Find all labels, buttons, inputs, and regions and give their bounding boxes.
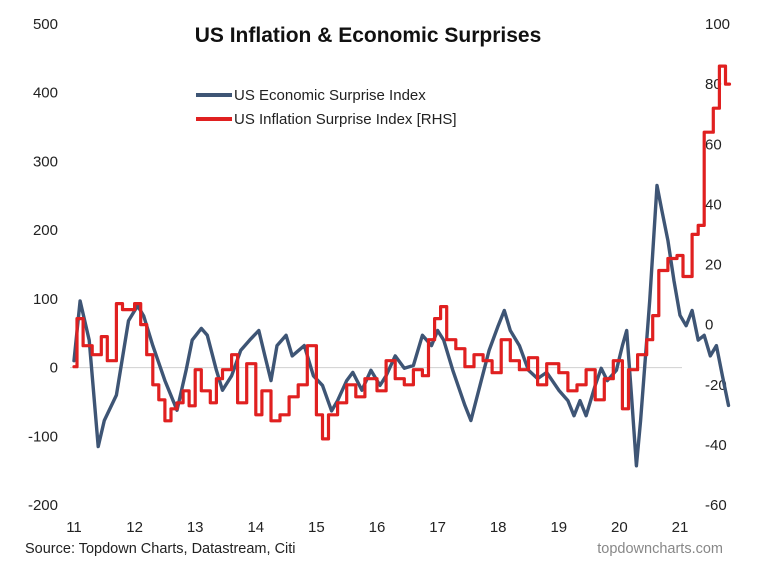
right-tick-label: 100 xyxy=(705,16,730,33)
right-tick-label: 20 xyxy=(705,257,722,274)
right-tick-label: 0 xyxy=(705,317,713,334)
x-tick-label: 17 xyxy=(429,519,446,536)
right-tick-label: 80 xyxy=(705,76,722,93)
legend-label-inflation: US Inflation Surprise Index [RHS] xyxy=(234,111,457,128)
right-tick-label: -40 xyxy=(705,437,727,454)
left-tick-label: 100 xyxy=(33,291,58,308)
x-tick-label: 14 xyxy=(247,519,264,536)
x-tick-label: 19 xyxy=(550,519,567,536)
right-tick-label: 40 xyxy=(705,196,722,213)
right-tick-label: -60 xyxy=(705,497,727,514)
x-tick-label: 16 xyxy=(369,519,386,536)
legend: US Economic Surprise Index US Inflation … xyxy=(196,87,457,128)
left-tick-label: 300 xyxy=(33,153,58,170)
series-line-inflation-surprise xyxy=(72,64,732,441)
left-tick-label: 400 xyxy=(33,85,58,102)
left-tick-label: -200 xyxy=(28,497,58,514)
brand-link[interactable]: topdowncharts.com xyxy=(597,541,723,557)
right-axis: 100 80 60 40 20 0 -20 -40 -60 xyxy=(705,16,730,514)
x-tick-label: 13 xyxy=(187,519,204,536)
x-tick-label: 12 xyxy=(126,519,143,536)
chart-title: US Inflation & Economic Surprises xyxy=(195,24,542,47)
right-tick-label: 60 xyxy=(705,136,722,153)
legend-label-economic: US Economic Surprise Index xyxy=(234,87,426,104)
x-tick-label: 18 xyxy=(490,519,507,536)
x-tick-label: 20 xyxy=(611,519,628,536)
x-tick-label: 15 xyxy=(308,519,325,536)
series-group xyxy=(72,64,732,468)
series-line-economic-surprise xyxy=(72,183,731,468)
source-note: Source: Topdown Charts, Datastream, Citi xyxy=(25,541,296,557)
left-axis: 500 400 300 200 100 0 -100 -200 xyxy=(28,16,58,514)
left-tick-label: 0 xyxy=(50,360,58,377)
x-tick-label: 21 xyxy=(672,519,689,536)
left-tick-label: 500 xyxy=(33,16,58,33)
left-tick-label: 200 xyxy=(33,222,58,239)
right-tick-label: -20 xyxy=(705,377,727,394)
x-tick-label: 11 xyxy=(66,519,82,536)
x-axis: 11 12 13 14 15 16 17 18 19 20 21 xyxy=(66,519,688,536)
left-tick-label: -100 xyxy=(28,428,58,445)
